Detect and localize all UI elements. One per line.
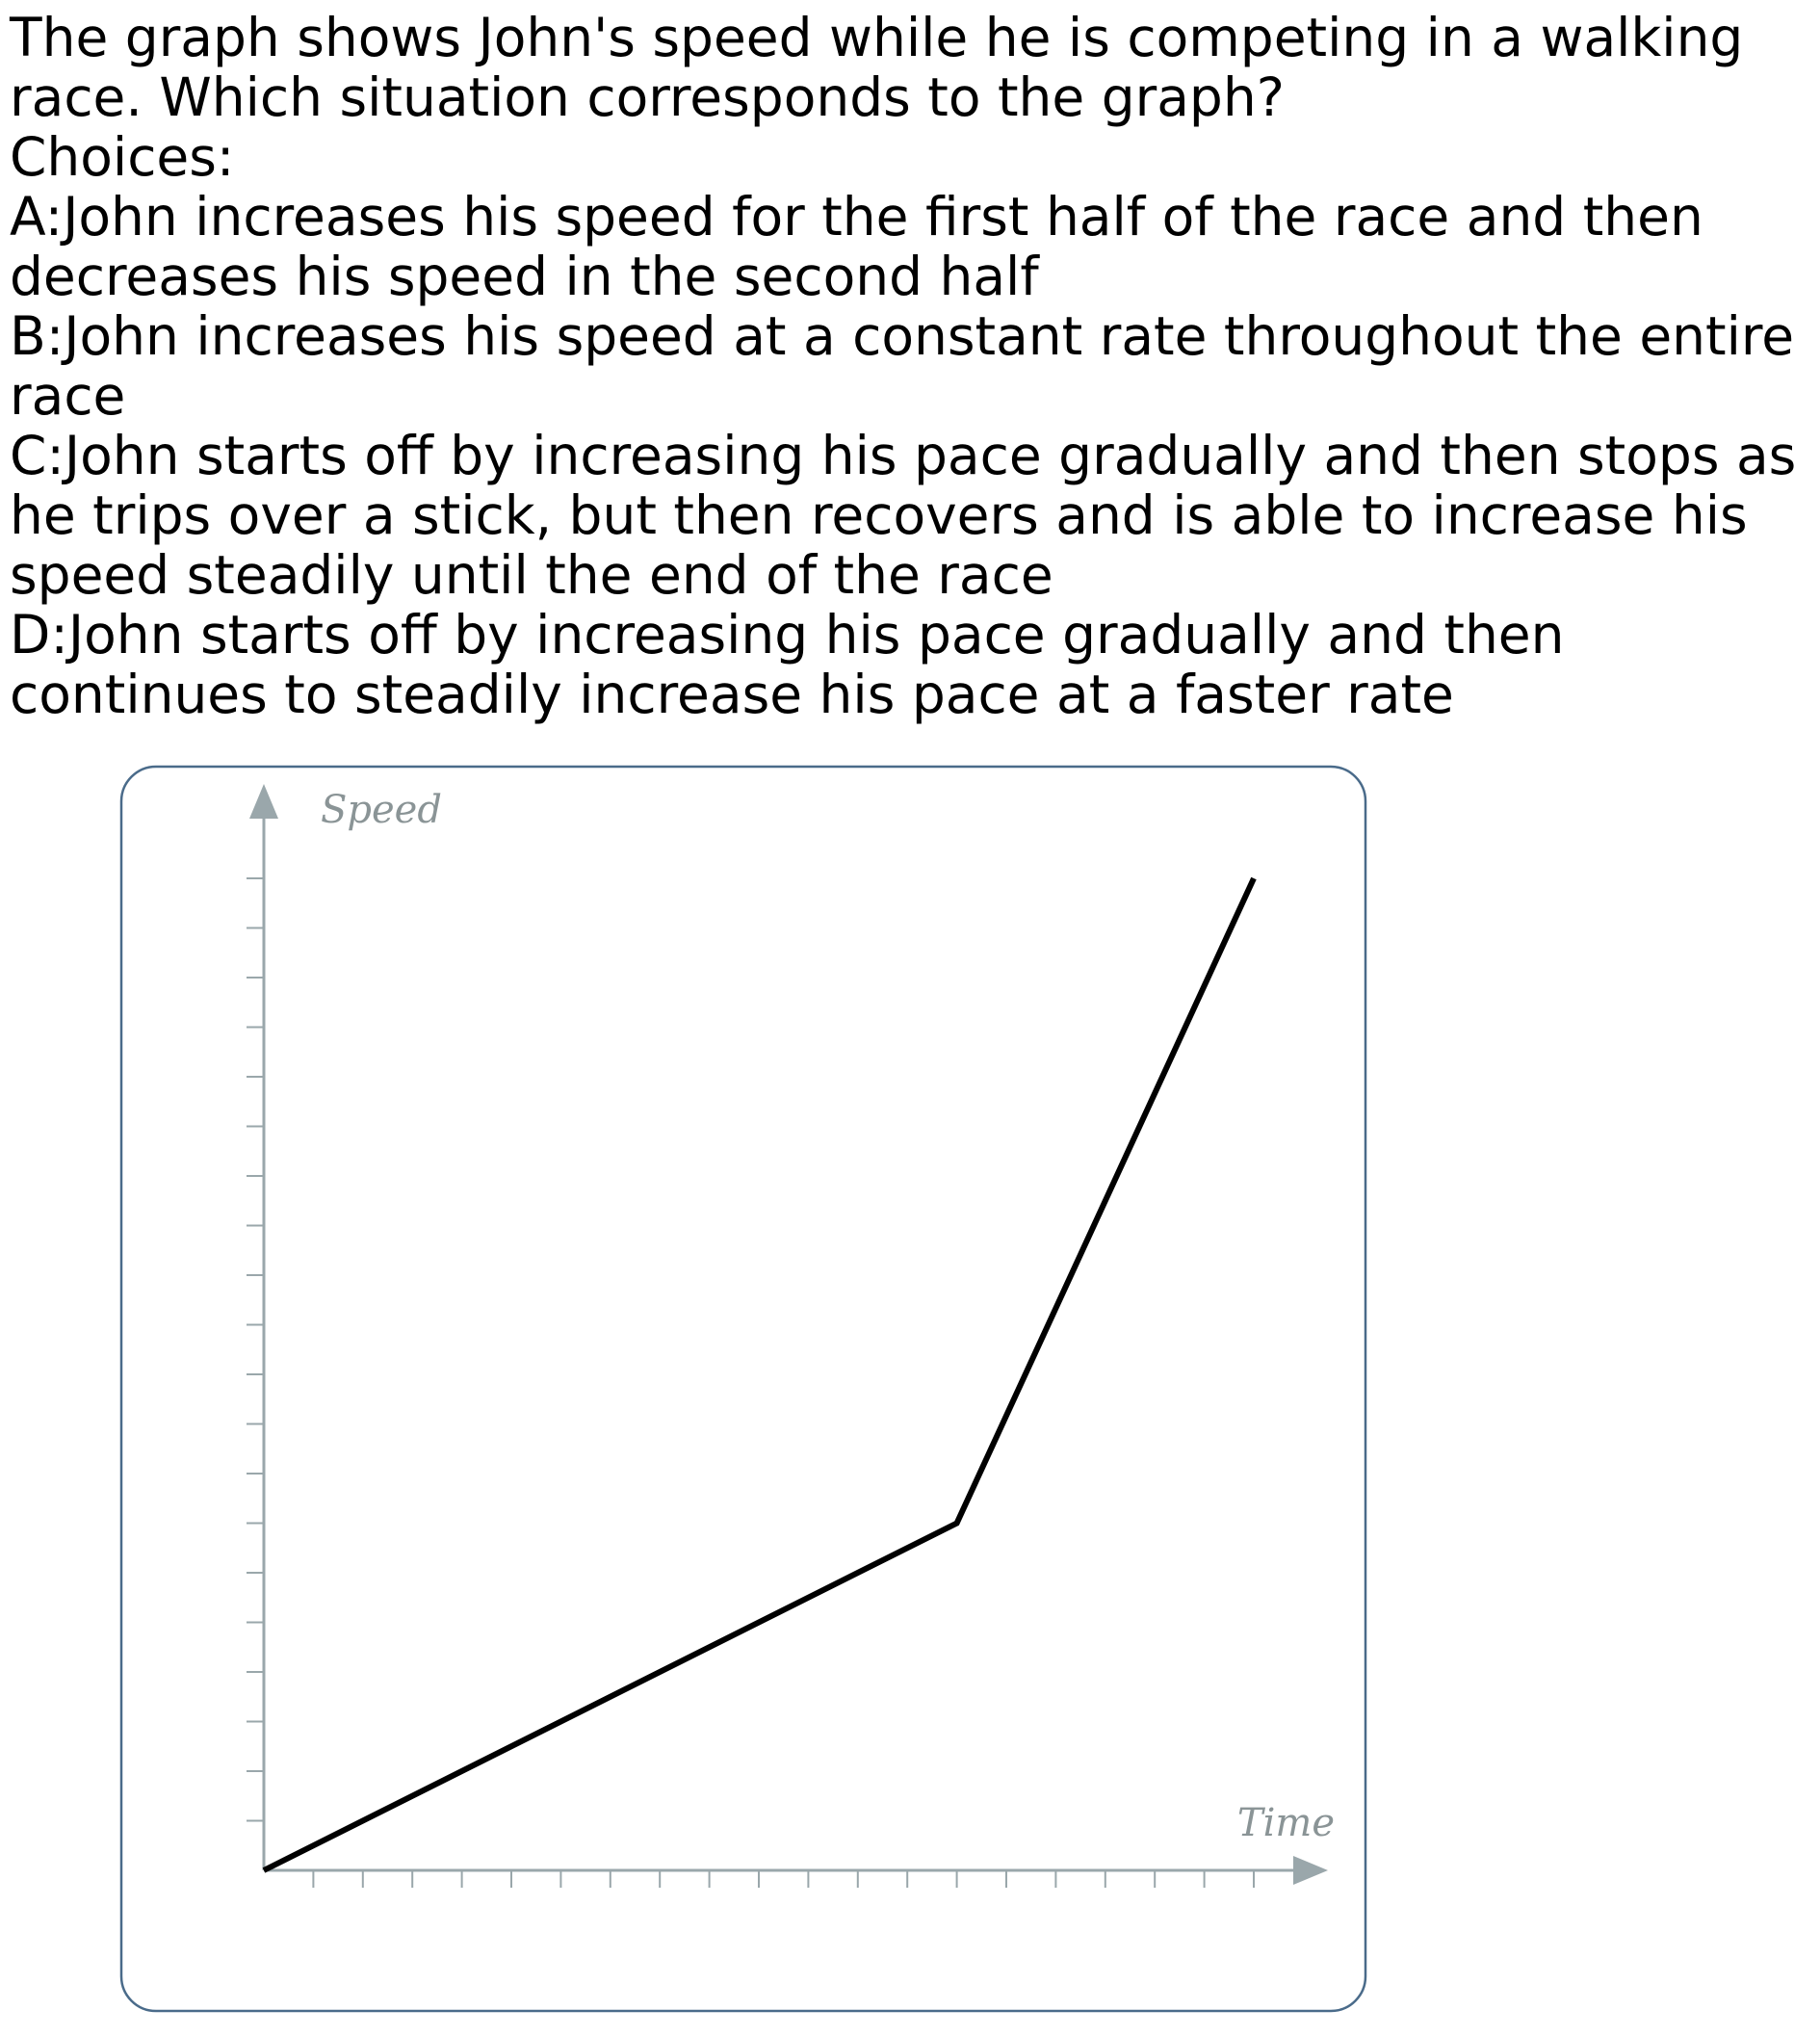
question-line: D:John starts off by increasing his pace… bbox=[10, 604, 1565, 666]
question-line: continues to steadily increase his pace … bbox=[10, 664, 1454, 725]
question-line: race bbox=[10, 365, 126, 427]
question-line: decreases his speed in the second half bbox=[10, 246, 1039, 307]
question-line: A:John increases his speed for the first… bbox=[10, 186, 1703, 248]
series-group bbox=[262, 876, 1257, 1873]
axes bbox=[247, 784, 1328, 1888]
question-line: The graph shows John's speed while he is… bbox=[10, 7, 1744, 68]
question-line: he trips over a stick, but then recovers… bbox=[10, 484, 1748, 546]
question-line: Choices: bbox=[10, 126, 235, 188]
speed-time-graph: Speed Time bbox=[119, 765, 1367, 2013]
question-line: B:John increases his speed at a constant… bbox=[10, 305, 1795, 367]
question-line: C:John starts off by increasing his pace… bbox=[10, 425, 1797, 486]
question-text: The graph shows John's speed while he is… bbox=[10, 8, 1810, 724]
y-axis-arrow bbox=[249, 784, 278, 819]
chart-frame bbox=[119, 765, 1367, 2013]
x-axis-label: Time bbox=[1237, 1801, 1335, 1845]
y-axis-label: Speed bbox=[321, 788, 442, 832]
chart-svg: Speed Time bbox=[119, 765, 1367, 2013]
question-line: race. Which situation corresponds to the… bbox=[10, 66, 1285, 128]
series-line bbox=[262, 876, 1257, 1873]
question-line: speed steadily until the end of the race bbox=[10, 544, 1053, 606]
x-axis-arrow bbox=[1293, 1856, 1328, 1885]
